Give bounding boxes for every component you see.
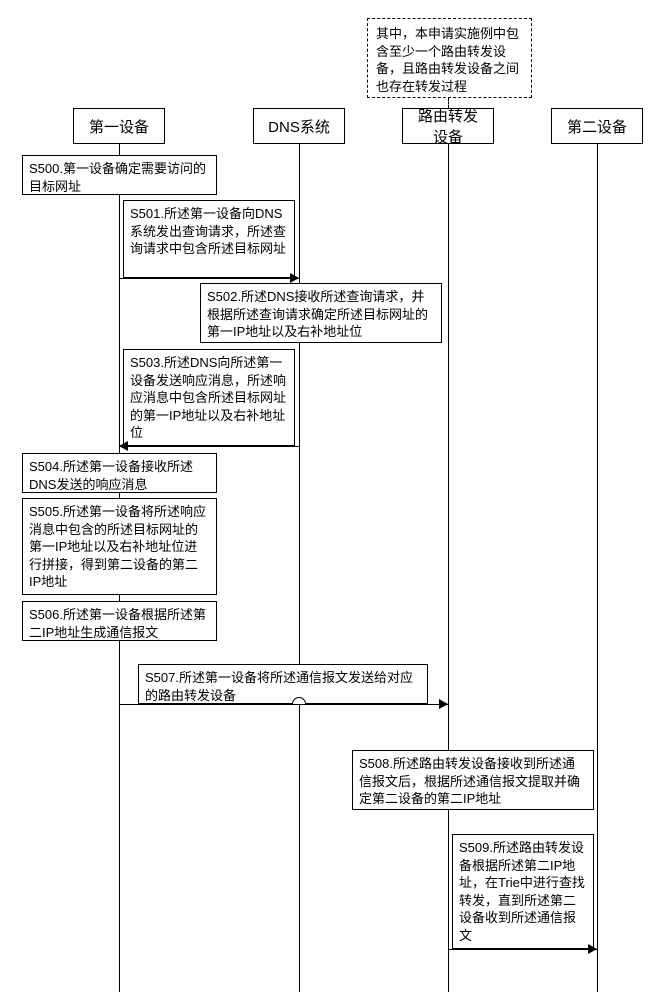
actor-dns: DNS系统: [253, 108, 345, 144]
step-s506: S506.所述第一设备根据所述第二IP地址生成通信报文: [22, 601, 217, 641]
actor-dev1: 第一设备: [73, 108, 165, 144]
step-s508: S508.所述路由转发设备接收到所述通信报文后，根据所述通信报文提取并确定第二设…: [352, 750, 594, 810]
step-s501: S501.所述第一设备向DNS系统发出查询请求，所述查询请求中包含所述目标网址: [123, 200, 295, 278]
step-s504: S504.所述第一设备接收所述DNS发送的响应消息: [22, 453, 217, 493]
step-s502: S502.所述DNS接收所述查询请求，并根据所述查询请求确定所述目标网址的第一I…: [200, 283, 442, 343]
actor-label: 路由转发 设备: [418, 105, 478, 147]
step-s505: S505.所述第一设备将所述响应消息中包含的所述目标网址的第一IP地址以及右补地…: [22, 498, 217, 595]
step-s503: S503.所述DNS向所述第一设备发送响应消息，所述响应消息中包含所述目标网址的…: [123, 349, 295, 446]
step-s507: S507.所述第一设备将所述通信报文发送给对应的路由转发设备: [138, 664, 428, 704]
top-note: 其中，本申请实施例中包含至少一个路由转发设备，且路由转发设备之间也存在转发过程: [367, 18, 532, 98]
step-s509: S509.所述路由转发设备根据所述第二IP地址，在Trie中进行查找转发，直到所…: [452, 834, 594, 949]
actor-label: DNS系统: [268, 116, 330, 137]
actor-router: 路由转发 设备: [402, 108, 494, 144]
actor-dev2: 第二设备: [551, 108, 643, 144]
step-s500: S500.第一设备确定需要访问的目标网址: [22, 155, 217, 195]
actor-label: 第二设备: [567, 116, 627, 137]
actor-label: 第一设备: [89, 116, 149, 137]
